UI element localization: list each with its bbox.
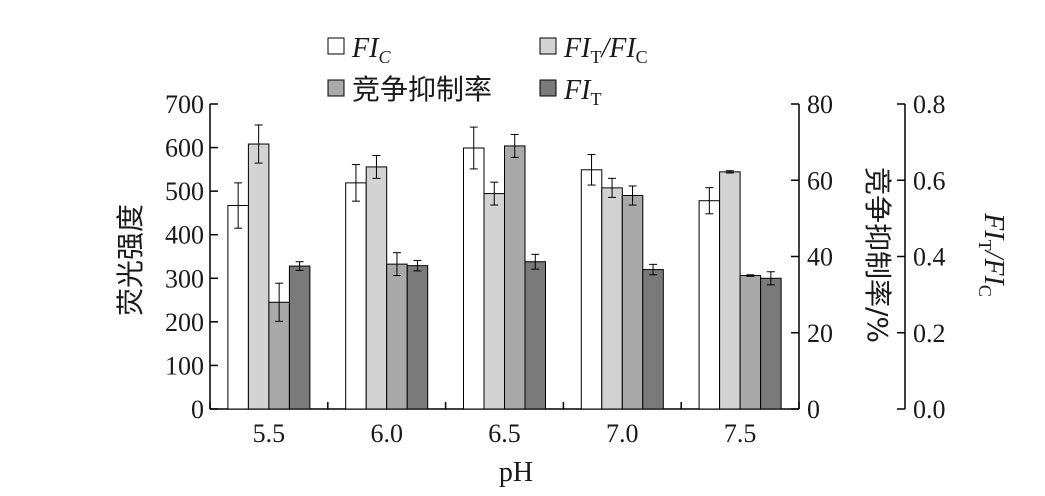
legend: FIC FIT/FIC 竞争抑制率 FIT — [327, 33, 648, 109]
svg-text:FIT/FIC: FIT/FIC — [975, 212, 1009, 297]
svg-text:FIC: FIC — [351, 33, 391, 67]
right-axis-2-tick-label: 0.0 — [913, 395, 946, 424]
bar — [719, 171, 741, 410]
svg-text:FIT/FIC: FIT/FIC — [563, 33, 648, 67]
bar — [504, 145, 526, 410]
bar — [698, 200, 721, 410]
left-axis-tick-label: 600 — [165, 134, 204, 163]
legend-swatch-inhibition — [327, 79, 345, 97]
left-axis-title: 荧光强度 — [114, 204, 147, 316]
right-axis-2-tick-label: 0.2 — [913, 319, 946, 348]
right-axis-2-title-sub1: T — [975, 240, 995, 251]
legend-swatch-fit — [539, 79, 557, 97]
legend-swatch-fic — [327, 37, 345, 55]
legend-swatch-ratio — [539, 37, 557, 55]
legend-label-ratio-sub2: C — [636, 47, 648, 67]
right-axis-1-tick-label: 40 — [807, 243, 833, 272]
svg-text:FIT: FIT — [563, 75, 601, 109]
right-axis-1-ticks: 0 20 40 60 80 — [791, 90, 833, 424]
legend-label-fit-sub: T — [590, 89, 601, 109]
right-axis-2-title-sub2: C — [975, 285, 995, 297]
x-axis-ticks: 5.5 6.0 6.5 7.0 7.5 — [209, 402, 800, 448]
x-axis-tick-label: 6.0 — [370, 419, 403, 448]
left-axis-tick-label: 700 — [165, 90, 204, 119]
left-axis-tick-label: 300 — [165, 264, 204, 293]
right-axis-2-title-mid: /FI — [978, 249, 1009, 287]
legend-entry-inhibition: 竞争抑制率 — [327, 73, 492, 106]
right-axis-1-tick-label: 80 — [807, 90, 833, 119]
legend-label-ratio-sub1: T — [590, 47, 601, 67]
x-axis-tick-label: 5.5 — [253, 419, 286, 448]
left-axis-ticks: 0 100 200 300 400 500 600 700 — [165, 90, 218, 424]
left-axis-tick-label: 0 — [191, 395, 204, 424]
x-axis-tick-label: 7.5 — [724, 419, 757, 448]
x-axis-tick-label: 7.0 — [606, 419, 639, 448]
left-axis-tick-label: 100 — [165, 351, 204, 380]
bar — [406, 265, 429, 410]
bar — [760, 277, 782, 410]
legend-label-ratio: FI — [563, 33, 592, 64]
legend-entry-fit: FIT — [539, 75, 601, 109]
bars — [227, 124, 782, 410]
left-axis-tick-label: 200 — [165, 308, 204, 337]
right-axis-2-ticks: 0.0 0.2 0.4 0.6 0.8 — [897, 90, 946, 424]
right-axis-1-tick-label: 20 — [807, 319, 833, 348]
legend-label-inhibition: 竞争抑制率 — [352, 73, 492, 106]
right-axis-1-title: 竞争抑制率/% — [861, 167, 894, 343]
bar — [365, 166, 388, 410]
legend-label-fic: FI — [351, 33, 380, 64]
legend-entry-fic: FIC — [327, 33, 391, 67]
axes — [209, 104, 906, 410]
x-axis-title: pH — [499, 457, 533, 488]
right-axis-1-tick-label: 0 — [807, 395, 820, 424]
bar — [524, 261, 546, 410]
bar — [345, 182, 367, 410]
right-axis-2-tick-label: 0.8 — [913, 90, 946, 119]
bar — [227, 205, 249, 410]
bar — [483, 193, 505, 410]
bar — [601, 187, 623, 410]
bar — [386, 263, 408, 410]
left-axis-tick-label: 500 — [165, 177, 204, 206]
bar — [621, 195, 644, 410]
bar — [739, 275, 762, 410]
legend-label-fit: FI — [563, 75, 592, 106]
legend-entry-ratio: FIT/FIC — [539, 33, 648, 67]
right-axis-2-tick-label: 0.4 — [913, 243, 946, 272]
left-axis-tick-label: 400 — [165, 221, 204, 250]
bar — [642, 269, 664, 410]
bar — [580, 169, 603, 410]
x-axis-tick-label: 6.5 — [488, 419, 521, 448]
bar — [463, 147, 485, 410]
right-axis-2-tick-label: 0.6 — [913, 166, 946, 195]
right-axis-1-tick-label: 60 — [807, 166, 833, 195]
legend-label-fic-sub: C — [378, 47, 391, 67]
bar — [247, 143, 270, 410]
right-axis-2-title-main: FI — [978, 212, 1009, 241]
legend-label-ratio-rest: /FI — [599, 33, 637, 64]
bar — [288, 265, 311, 410]
